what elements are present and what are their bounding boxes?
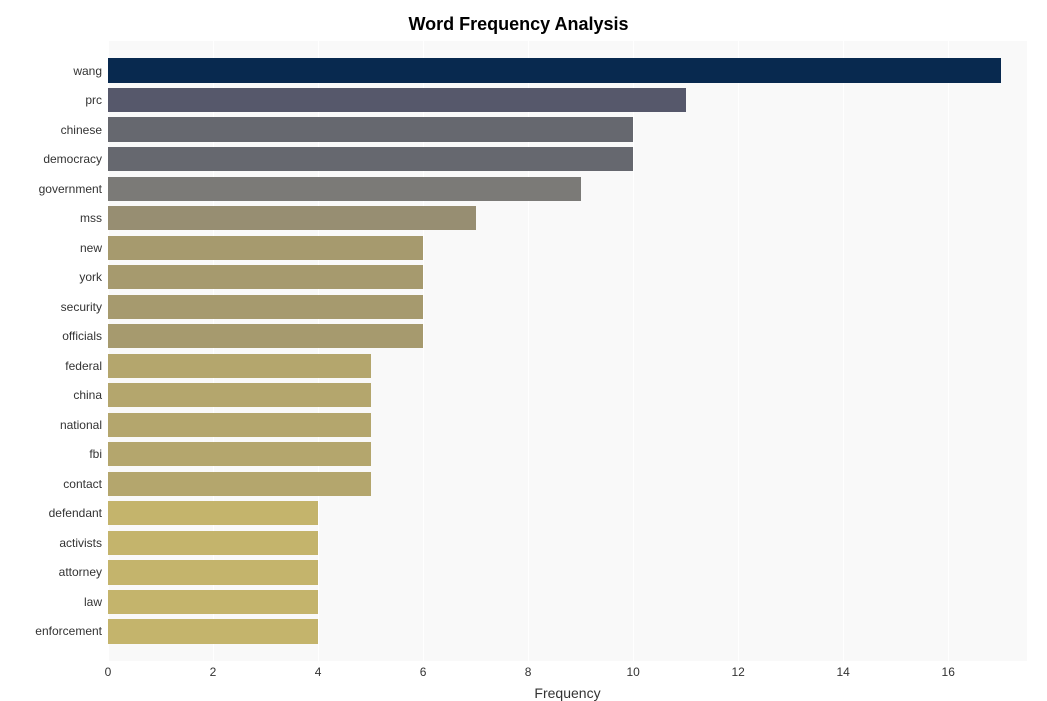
- y-tick-label: officials: [62, 329, 102, 343]
- x-tick: 10: [626, 665, 639, 679]
- bar: [108, 88, 686, 112]
- y-tick-label: chinese: [61, 123, 102, 137]
- grid-line: [948, 41, 949, 661]
- bar: [108, 442, 371, 466]
- x-tick: 16: [942, 665, 955, 679]
- bar: [108, 531, 318, 555]
- grid-line: [738, 41, 739, 661]
- y-tick-label: fbi: [89, 447, 102, 461]
- y-tick-label: new: [80, 241, 102, 255]
- bar: [108, 383, 371, 407]
- bar: [108, 58, 1001, 82]
- bar: [108, 501, 318, 525]
- y-tick-label: wang: [73, 64, 102, 78]
- bar: [108, 265, 423, 289]
- chart-title: Word Frequency Analysis: [10, 14, 1027, 35]
- bar: [108, 590, 318, 614]
- bar: [108, 472, 371, 496]
- y-tick-label: law: [84, 595, 102, 609]
- y-tick-label: democracy: [43, 152, 102, 166]
- bar: [108, 324, 423, 348]
- y-tick-label: york: [79, 270, 102, 284]
- y-axis: wang prc chinese democracy government mss new y…: [10, 41, 108, 661]
- bar: [108, 117, 633, 141]
- y-tick-label: activists: [59, 536, 102, 550]
- x-tick: 0: [105, 665, 112, 679]
- y-tick-label: federal: [65, 359, 102, 373]
- y-tick-label: defendant: [49, 506, 102, 520]
- x-tick: 8: [525, 665, 532, 679]
- bar: [108, 295, 423, 319]
- x-tick: 6: [420, 665, 427, 679]
- plot-area: wang prc chinese democracy government mss new y…: [10, 41, 1027, 661]
- bar: [108, 177, 581, 201]
- bar: [108, 206, 476, 230]
- x-axis: Frequency 0 2 4 6 8 10 12 14 16: [108, 661, 1027, 701]
- bar: [108, 236, 423, 260]
- x-tick: 2: [210, 665, 217, 679]
- bar: [108, 147, 633, 171]
- x-tick: 12: [731, 665, 744, 679]
- bar: [108, 560, 318, 584]
- y-tick-label: china: [73, 388, 102, 402]
- x-tick: 4: [315, 665, 322, 679]
- chart-container: Word Frequency Analysis wang prc chinese de…: [0, 0, 1047, 701]
- x-axis-title: Frequency: [534, 685, 600, 701]
- y-tick-label: attorney: [59, 565, 102, 579]
- x-tick: 14: [837, 665, 850, 679]
- bar: [108, 619, 318, 643]
- y-tick-label: prc: [85, 93, 102, 107]
- bars-region: [108, 41, 1027, 661]
- bar: [108, 354, 371, 378]
- y-tick-label: government: [39, 182, 102, 196]
- y-tick-label: national: [60, 418, 102, 432]
- grid-line: [633, 41, 634, 661]
- bar: [108, 413, 371, 437]
- grid-line: [843, 41, 844, 661]
- y-tick-label: contact: [63, 477, 102, 491]
- y-tick-label: mss: [80, 211, 102, 225]
- y-tick-label: enforcement: [35, 624, 102, 638]
- y-tick-label: security: [61, 300, 102, 314]
